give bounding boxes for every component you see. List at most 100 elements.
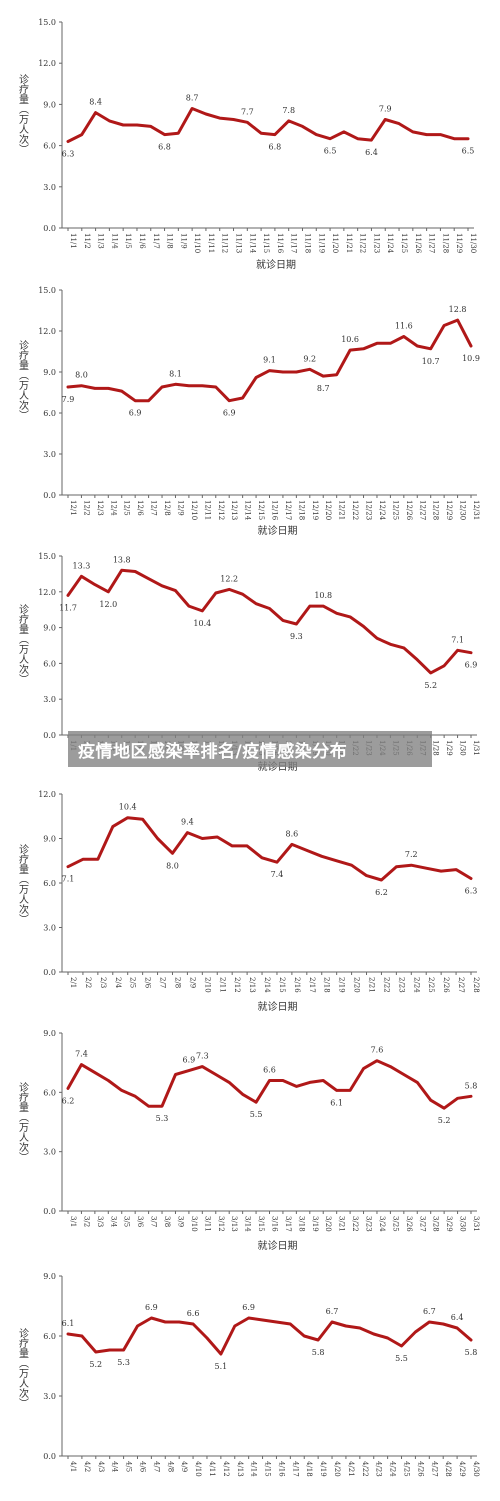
data-point xyxy=(174,589,177,592)
x-tick-label: 3/15 xyxy=(257,1216,265,1232)
data-point xyxy=(147,399,150,402)
data-label: 10.7 xyxy=(422,357,440,366)
x-tick-label: 12/20 xyxy=(324,500,332,520)
data-point xyxy=(259,132,263,135)
data-point xyxy=(439,133,442,136)
x-tick-label: 11/1 xyxy=(69,233,77,249)
x-tick-label: 2/25 xyxy=(427,977,435,993)
x-tick-label: 4/16 xyxy=(277,1461,285,1477)
data-label: 10.6 xyxy=(341,335,359,344)
y-tick-label: 9.0 xyxy=(43,835,56,844)
data-label: 8.1 xyxy=(169,369,182,378)
data-label: 5.5 xyxy=(250,1110,263,1119)
data-point xyxy=(233,1324,236,1328)
data-point xyxy=(322,604,325,608)
x-tick-label: 1/28 xyxy=(432,740,440,756)
x-tick-label: 2/16 xyxy=(293,977,301,993)
x-tick-label: 12/23 xyxy=(365,500,373,520)
x-tick-label: 2/4 xyxy=(114,977,122,989)
data-label: 7.7 xyxy=(241,107,254,116)
data-point xyxy=(174,383,177,386)
y-tick-label: 0.0 xyxy=(43,968,56,977)
x-tick-label: 12/16 xyxy=(271,500,279,521)
x-axis-label: 就诊日期 xyxy=(256,258,296,271)
x-tick-label: 3/12 xyxy=(217,1216,225,1232)
x-tick-label: 2/2 xyxy=(84,977,92,988)
data-point xyxy=(429,1099,432,1102)
data-label: 6.4 xyxy=(451,1313,464,1322)
data-label: 6.6 xyxy=(187,1309,200,1318)
data-point xyxy=(133,1095,137,1098)
y-tick-label: 12.0 xyxy=(38,790,56,799)
y-tick-label: 3.0 xyxy=(43,924,56,933)
x-tick-label: 12/4 xyxy=(109,500,117,516)
x-tick-label: 2/5 xyxy=(129,977,137,988)
data-point xyxy=(389,643,392,646)
data-point xyxy=(305,849,309,852)
data-point xyxy=(93,1071,97,1074)
x-tick-label: 3/17 xyxy=(284,1216,292,1232)
data-point xyxy=(315,133,318,136)
x-tick-label: 3/11 xyxy=(203,1216,211,1232)
data-point xyxy=(362,625,365,628)
data-point xyxy=(416,658,419,662)
data-point xyxy=(344,1324,348,1328)
data-point xyxy=(268,1079,271,1082)
data-point xyxy=(295,622,298,626)
x-tick-label: 4/11 xyxy=(208,1461,216,1477)
x-tick-label: 3/18 xyxy=(297,1216,305,1232)
data-label: 6.3 xyxy=(62,149,75,158)
data-point xyxy=(214,1073,217,1076)
x-tick-label: 2/26 xyxy=(442,977,450,993)
x-tick-label: 11/17 xyxy=(290,233,298,253)
data-point xyxy=(335,1089,338,1092)
data-point xyxy=(163,133,166,136)
x-tick-label: 1/31 xyxy=(472,740,480,756)
data-label: 5.8 xyxy=(465,1081,478,1090)
data-point xyxy=(141,818,144,821)
x-axis-label: 就诊日期 xyxy=(258,1239,298,1252)
data-point xyxy=(456,649,459,652)
x-tick-label: 11/8 xyxy=(166,233,174,249)
data-point xyxy=(380,878,383,882)
x-tick-label: 11/19 xyxy=(317,233,325,253)
data-point xyxy=(287,119,290,123)
x-tick-label: 12/15 xyxy=(257,500,265,520)
data-label: 11.6 xyxy=(395,321,413,330)
x-tick-label: 12/26 xyxy=(405,500,413,521)
data-label: 8.0 xyxy=(166,861,179,870)
data-point xyxy=(120,569,123,572)
data-point xyxy=(218,116,221,120)
x-axis-label: 就诊日期 xyxy=(258,1000,298,1013)
data-point xyxy=(410,864,413,867)
data-point xyxy=(107,590,110,593)
data-point xyxy=(442,1106,446,1110)
data-point xyxy=(320,855,323,858)
data-point xyxy=(177,1320,181,1324)
x-tick-label: 12/11 xyxy=(203,500,211,520)
x-tick-label: 12/22 xyxy=(351,500,359,520)
data-label: 7.3 xyxy=(196,1052,209,1061)
y-tick-label: 12.0 xyxy=(38,588,56,597)
x-tick-label: 11/14 xyxy=(248,233,256,254)
x-tick-label: 3/10 xyxy=(190,1216,198,1232)
series-line xyxy=(66,1316,473,1356)
data-label: 7.8 xyxy=(282,106,295,115)
x-tick-label: 4/6 xyxy=(138,1461,146,1473)
y-axis-label: 诊疗量（万人次） xyxy=(17,339,29,420)
data-point xyxy=(66,385,70,389)
data-point xyxy=(171,852,174,855)
x-tick-label: 4/18 xyxy=(305,1461,313,1477)
y-tick-label: 0.0 xyxy=(43,731,56,740)
data-point xyxy=(126,816,129,819)
data-label: 9.3 xyxy=(290,632,303,641)
data-point xyxy=(335,859,338,862)
data-label: 6.5 xyxy=(324,147,337,156)
x-tick-label: 4/13 xyxy=(236,1461,244,1477)
data-label: 8.7 xyxy=(186,94,199,103)
data-label: 9.4 xyxy=(181,818,194,827)
data-label: 6.9 xyxy=(223,409,236,418)
data-label: 7.1 xyxy=(62,875,75,884)
data-point xyxy=(136,1324,139,1328)
data-point xyxy=(330,1320,334,1324)
